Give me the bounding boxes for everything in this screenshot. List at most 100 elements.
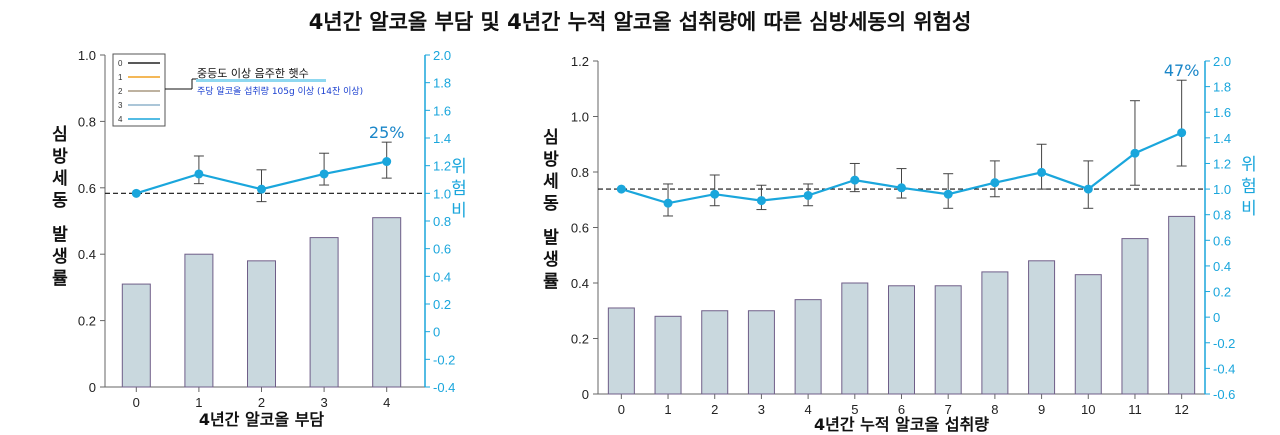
left-tick-label: 1.0 xyxy=(78,48,96,63)
legend-entry-label: 1 xyxy=(118,73,123,82)
right-tick-label: 1.2 xyxy=(433,159,451,174)
y-axis-label-char: 세 xyxy=(52,169,68,189)
x-tick-label: 2 xyxy=(711,402,718,417)
y-axis-label-char: 동 xyxy=(543,194,559,214)
bar xyxy=(372,217,402,388)
hazard-ratio-point xyxy=(319,169,329,179)
legend-entry-label: 4 xyxy=(118,115,123,124)
bar xyxy=(1074,274,1102,395)
legend-note-subtitle: 주당 알코올 섭취량 105g 이상 (14잔 이상) xyxy=(197,85,363,97)
y-axis-label-char: 률 xyxy=(543,272,559,292)
right-tick-label: -0.2 xyxy=(433,352,455,367)
page-title: 4년간 알코올 부담 및 4년간 누적 알코올 섭취량에 따른 심방세동의 위험… xyxy=(308,10,972,34)
x-axis-label: 4년간 알코올 부담 xyxy=(199,410,325,429)
y-axis-label-char: 발 xyxy=(543,228,559,248)
y-axis-label-char: 생 xyxy=(543,250,559,270)
right-tick-label: -0.4 xyxy=(1213,361,1235,376)
x-tick-label: 4 xyxy=(804,402,811,417)
x-tick-label: 3 xyxy=(320,395,327,410)
bar xyxy=(184,253,214,388)
y-axis-label-char: 방 xyxy=(52,147,68,167)
right-tick-label: 0 xyxy=(1213,310,1220,325)
right-tick-label: 0.4 xyxy=(433,269,451,284)
annotation-label: 25% xyxy=(369,123,405,142)
right-tick-label: 1.2 xyxy=(1213,156,1231,171)
left-tick-label: 0.6 xyxy=(78,181,96,196)
right-tick-label: 0.2 xyxy=(433,297,451,312)
x-tick-label: 10 xyxy=(1081,402,1095,417)
x-tick-label: 6 xyxy=(898,402,905,417)
right-tick-label: 0.2 xyxy=(1213,285,1231,300)
x-tick-label: 0 xyxy=(618,402,625,417)
hazard-ratio-point xyxy=(194,169,204,179)
chart-alcohol-burden: 0 0.2 0.4 0.6 0.8 1.0 -0.4 -0.2 0 0.2 0.4 0.6 0.8 1.0… xyxy=(52,48,467,429)
right-tick-label: -0.6 xyxy=(1213,387,1235,402)
y-axis-label-char: 심 xyxy=(543,128,559,148)
y2-axis-label-char: 위 xyxy=(1241,155,1257,175)
legend-entry-label: 3 xyxy=(118,101,123,110)
left-tick-label: 1.0 xyxy=(571,110,589,125)
bar xyxy=(1168,215,1196,395)
bar xyxy=(888,285,915,395)
x-tick-label: 0 xyxy=(133,395,140,410)
hazard-ratio-point xyxy=(803,190,813,200)
x-tick-label: 9 xyxy=(1038,402,1045,417)
y2-axis-label-char: 험 xyxy=(451,179,467,199)
x-tick-label: 2 xyxy=(258,395,265,410)
hazard-ratio-point xyxy=(382,157,392,167)
x-axis-label: 4년간 누적 알코올 섭취량 xyxy=(814,415,989,434)
left-tick-label: 0 xyxy=(89,380,96,395)
hazard-ratio-point xyxy=(1083,184,1093,194)
right-tick-label: 1.6 xyxy=(433,103,451,118)
hazard-ratio-point xyxy=(897,183,906,193)
hazard-ratio-point xyxy=(1037,167,1047,177)
legend-entry-label: 0 xyxy=(118,59,123,68)
right-tick-label: 0.4 xyxy=(1213,259,1231,274)
right-tick-label: 1.0 xyxy=(1213,182,1231,197)
y-axis-label-char: 방 xyxy=(543,150,559,170)
right-tick-label: -0.2 xyxy=(1213,336,1235,351)
right-tick-label: 1.8 xyxy=(433,76,451,91)
hazard-ratio-point xyxy=(663,198,673,208)
left-tick-label: 0.8 xyxy=(78,114,96,129)
legend-note-title: 중등도 이상 음주한 햇수 xyxy=(197,67,309,80)
legend-entry-label: 2 xyxy=(118,87,123,96)
hazard-ratio-point xyxy=(850,175,860,185)
bar xyxy=(747,310,775,395)
legend-note-highlight xyxy=(196,79,326,82)
y2-axis-label-char: 위 xyxy=(451,157,467,177)
annotation-label: 47% xyxy=(1164,61,1200,80)
left-tick-label: 0 xyxy=(582,387,589,402)
left-tick-label: 0.4 xyxy=(571,276,589,291)
x-tick-label: 3 xyxy=(758,402,765,417)
left-tick-label: 0.6 xyxy=(571,221,589,236)
hazard-ratio-point xyxy=(1130,148,1140,158)
y-axis-label-char: 생 xyxy=(52,247,68,267)
x-tick-label: 1 xyxy=(664,402,671,417)
y2-axis-label-char: 비 xyxy=(1241,199,1257,219)
hazard-ratio-point xyxy=(943,189,953,199)
x-tick-label: 5 xyxy=(851,402,858,417)
right-tick-label: 0.8 xyxy=(433,214,451,229)
hazard-ratio-point xyxy=(990,178,1000,188)
bar xyxy=(981,271,1009,395)
y2-axis-label-char: 비 xyxy=(451,201,467,221)
bar xyxy=(841,282,869,395)
left-tick-label: 0.8 xyxy=(571,165,589,180)
hazard-ratio-point xyxy=(257,184,266,194)
right-tick-label: 1.4 xyxy=(433,131,451,146)
legend-box xyxy=(112,53,166,127)
x-tick-label: 12 xyxy=(1174,402,1188,417)
left-tick-label: 0.2 xyxy=(78,314,96,329)
bar xyxy=(121,283,151,388)
x-tick-label: 1 xyxy=(195,395,202,410)
y-axis-label-char: 심 xyxy=(52,125,68,145)
y2-axis-label-char: 험 xyxy=(1241,177,1257,197)
left-tick-label: 0.4 xyxy=(78,247,96,262)
bar xyxy=(1028,260,1056,395)
right-tick-label: 1.4 xyxy=(1213,131,1231,146)
bar xyxy=(654,315,682,395)
hazard-ratio-point xyxy=(710,189,720,199)
left-tick-label: 0.2 xyxy=(571,332,589,347)
y-axis-label-char: 동 xyxy=(52,191,68,211)
